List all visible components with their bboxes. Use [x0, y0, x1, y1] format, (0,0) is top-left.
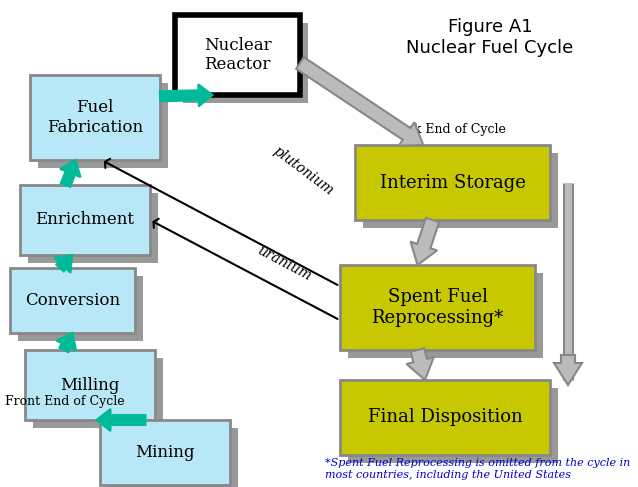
Polygon shape: [25, 350, 155, 420]
Text: Enrichment: Enrichment: [36, 211, 135, 228]
Polygon shape: [296, 57, 423, 146]
Text: uranium: uranium: [255, 243, 314, 283]
Polygon shape: [100, 420, 230, 485]
Polygon shape: [56, 333, 76, 352]
Polygon shape: [348, 273, 543, 358]
Text: Nuclear
Reactor: Nuclear Reactor: [204, 37, 271, 74]
Polygon shape: [96, 409, 145, 431]
Text: plutonium: plutonium: [270, 144, 336, 198]
Polygon shape: [60, 160, 80, 187]
Polygon shape: [54, 255, 72, 273]
Polygon shape: [160, 84, 212, 106]
Text: Front End of Cycle: Front End of Cycle: [5, 395, 124, 408]
Polygon shape: [175, 15, 300, 95]
Polygon shape: [410, 218, 439, 265]
Text: Back End of Cycle: Back End of Cycle: [390, 123, 506, 136]
Polygon shape: [348, 388, 558, 463]
Text: Final Disposition: Final Disposition: [367, 409, 523, 427]
Polygon shape: [108, 428, 238, 487]
Polygon shape: [28, 193, 158, 263]
Text: Fuel
Fabrication: Fuel Fabrication: [47, 99, 143, 136]
Polygon shape: [363, 153, 558, 228]
Text: *Spent Fuel Reprocessing is omitted from the cycle in
most countries, including : *Spent Fuel Reprocessing is omitted from…: [325, 458, 630, 480]
Polygon shape: [30, 75, 160, 160]
Text: Figure A1
Nuclear Fuel Cycle: Figure A1 Nuclear Fuel Cycle: [406, 18, 574, 57]
Polygon shape: [554, 355, 582, 385]
Polygon shape: [38, 83, 168, 168]
Text: Spent Fuel
Reprocessing*: Spent Fuel Reprocessing*: [371, 288, 503, 327]
Polygon shape: [340, 380, 550, 455]
Polygon shape: [183, 23, 308, 103]
Polygon shape: [20, 185, 150, 255]
Polygon shape: [10, 268, 135, 333]
Text: Conversion: Conversion: [25, 292, 120, 309]
Polygon shape: [33, 358, 163, 428]
Polygon shape: [355, 145, 550, 220]
Polygon shape: [340, 265, 535, 350]
Polygon shape: [18, 276, 143, 341]
Text: Mining: Mining: [135, 444, 195, 461]
Text: Milling: Milling: [61, 376, 120, 393]
Text: Interim Storage: Interim Storage: [380, 173, 526, 191]
Polygon shape: [406, 348, 434, 380]
